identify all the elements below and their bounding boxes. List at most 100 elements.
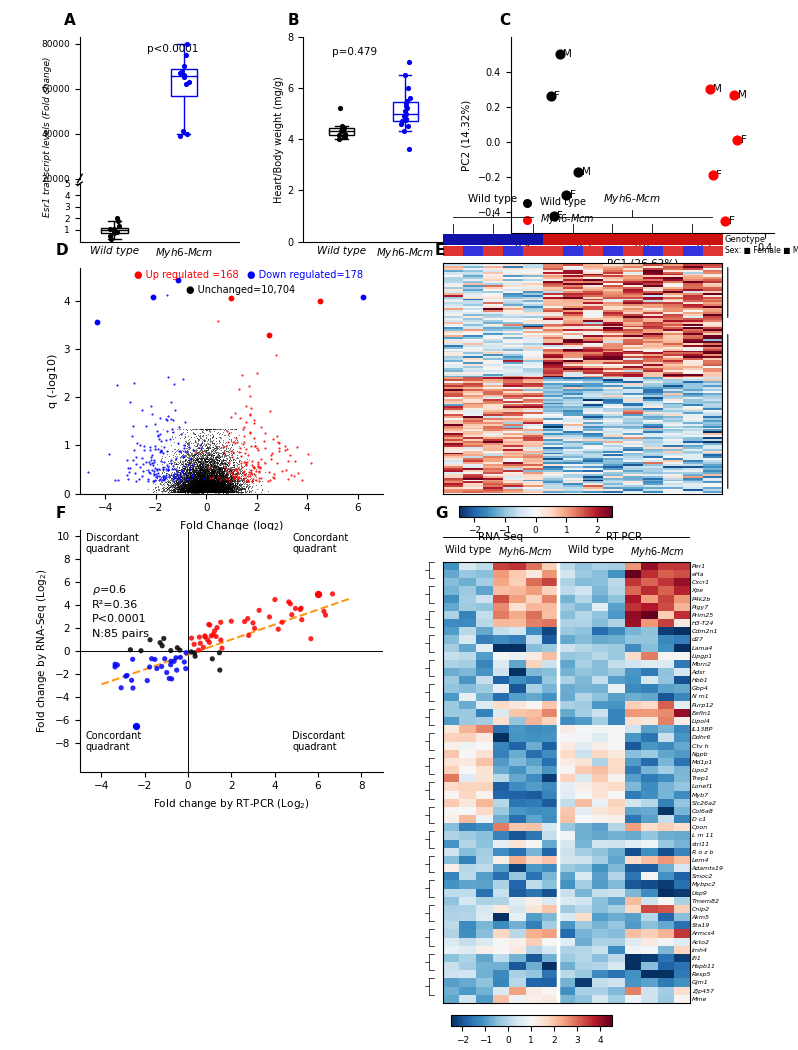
Point [184,484,197,501]
Point [210,475,223,491]
Point [237,458,250,475]
Point [189,484,202,501]
Point [201,483,214,500]
Point [179,443,192,460]
Point [184,481,197,498]
Point [211,478,223,495]
Point [209,482,222,499]
Point [192,468,205,485]
Point [186,481,199,498]
Point [207,464,220,481]
Point [188,472,201,489]
Point [181,479,194,496]
Point [223,476,235,492]
Point [189,483,202,500]
Point [198,481,211,498]
Point [231,483,243,500]
Point [221,475,234,491]
Point [196,474,209,490]
Point [196,481,209,498]
Point [178,480,191,497]
Point [190,447,203,464]
Point [227,478,239,495]
Point [196,445,209,462]
Point [197,461,210,478]
Point [210,476,223,492]
Point [227,469,240,486]
Point [204,480,217,497]
Point [210,469,223,486]
Point [184,480,196,497]
Point [164,437,177,454]
Point [189,471,202,488]
Point [203,480,215,497]
Point [168,444,180,461]
Point [226,480,239,497]
Point [222,477,235,493]
Point [209,468,222,485]
Point [189,461,202,478]
Point [197,483,210,500]
Point [202,480,215,497]
Point [196,475,208,491]
Point [203,483,216,500]
Point [203,478,216,495]
Point [213,481,226,498]
Point [192,484,204,501]
Point [193,459,206,476]
Point [195,455,207,471]
Text: $\rho$=0.6: $\rho$=0.6 [92,583,127,597]
Point [160,480,172,497]
Point [227,479,240,496]
Point [206,450,219,467]
Point [203,480,215,497]
Point [187,484,200,501]
Point [203,472,216,489]
Point [228,459,241,476]
Point [169,475,182,491]
Point [199,480,211,497]
Point [207,460,219,477]
Point [189,480,202,497]
Point [196,458,209,475]
Point [198,478,211,495]
Point [198,484,211,501]
Point [178,479,191,496]
Point [204,469,217,486]
Point [216,460,229,477]
Point [207,448,219,465]
Point [184,483,197,500]
Point [197,639,210,656]
Point [200,483,212,500]
Point [212,470,225,487]
Point [207,455,219,471]
Point [227,469,240,486]
Point [206,468,219,485]
Point [175,482,188,499]
Point [192,483,204,500]
Point [197,483,210,500]
Point [215,467,227,484]
Point [216,452,229,468]
Point [191,452,203,468]
Point [207,465,220,482]
Point [200,463,212,480]
Point [203,483,215,500]
Point [200,483,212,500]
Point [191,479,203,496]
Point [215,480,227,497]
Point [203,634,215,651]
Point [110,224,123,240]
Point [211,484,223,501]
Point [166,482,179,499]
Point [215,466,227,483]
Point [198,472,211,489]
Point [191,464,203,481]
Point [192,480,205,497]
Point [176,464,189,481]
Point [143,463,156,480]
Point [202,466,215,483]
Point [227,465,239,482]
Point [154,634,167,651]
Point [196,482,209,499]
